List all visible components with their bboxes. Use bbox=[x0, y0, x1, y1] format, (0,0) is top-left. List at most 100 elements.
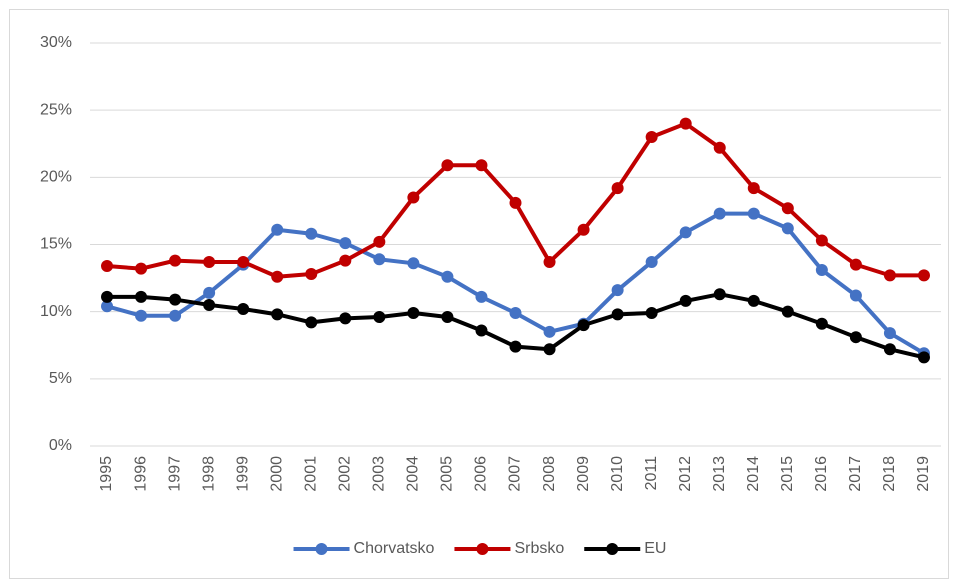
data-point bbox=[849, 258, 862, 271]
data-point bbox=[373, 235, 386, 248]
data-point bbox=[781, 222, 794, 235]
data-point bbox=[849, 331, 862, 344]
x-tick-label: 1996 bbox=[132, 456, 149, 492]
x-tick-label: 2013 bbox=[711, 456, 728, 492]
data-point bbox=[271, 308, 284, 321]
x-tick-label: 2018 bbox=[881, 456, 898, 492]
x-tick-label: 1999 bbox=[234, 456, 251, 492]
y-tick-label: 30% bbox=[40, 34, 72, 51]
data-point bbox=[339, 312, 352, 325]
y-tick-label: 15% bbox=[40, 236, 72, 253]
data-point bbox=[373, 253, 386, 266]
data-point bbox=[101, 290, 114, 303]
legend-label: Srbsko bbox=[514, 540, 564, 557]
data-point bbox=[509, 340, 522, 353]
data-point bbox=[747, 294, 760, 307]
data-point bbox=[645, 131, 658, 144]
data-point bbox=[679, 117, 692, 130]
data-point bbox=[747, 207, 760, 220]
legend-marker bbox=[476, 543, 489, 555]
data-point bbox=[713, 207, 726, 220]
x-tick-label: 2014 bbox=[745, 456, 762, 492]
x-tick-label: 2004 bbox=[405, 456, 422, 492]
data-point bbox=[203, 298, 216, 311]
data-point bbox=[441, 270, 454, 283]
legend-item: Srbsko bbox=[454, 540, 564, 557]
x-tick-label: 2017 bbox=[847, 456, 864, 492]
legend-label: Chorvatsko bbox=[354, 540, 435, 557]
data-point bbox=[271, 223, 284, 236]
data-point bbox=[441, 159, 454, 172]
x-tick-label: 1997 bbox=[166, 456, 183, 492]
legend-marker bbox=[315, 543, 328, 555]
data-point bbox=[883, 327, 896, 340]
x-tick-label: 2012 bbox=[677, 456, 694, 492]
x-tick-label: 2003 bbox=[371, 456, 388, 492]
x-tick-label: 2005 bbox=[439, 456, 456, 492]
y-tick-label: 20% bbox=[40, 169, 72, 186]
data-point bbox=[475, 324, 488, 337]
data-point bbox=[917, 351, 930, 364]
data-point bbox=[611, 308, 624, 321]
data-point bbox=[543, 343, 556, 356]
x-tick-label: 2019 bbox=[915, 456, 932, 492]
x-tick-label: 2000 bbox=[268, 456, 285, 492]
data-point bbox=[475, 159, 488, 172]
data-point bbox=[781, 202, 794, 215]
data-point bbox=[883, 343, 896, 356]
x-tick-label: 2008 bbox=[541, 456, 558, 492]
data-point bbox=[101, 259, 114, 272]
data-point bbox=[509, 307, 522, 320]
data-point bbox=[339, 237, 352, 250]
data-point bbox=[781, 305, 794, 318]
data-point bbox=[101, 300, 114, 313]
data-point bbox=[611, 284, 624, 297]
data-point bbox=[305, 316, 318, 329]
data-point bbox=[339, 254, 352, 267]
x-tick-label: 2001 bbox=[302, 456, 319, 492]
x-tick-label: 1998 bbox=[200, 456, 217, 492]
x-tick-label: 2002 bbox=[337, 456, 354, 492]
data-point bbox=[917, 269, 930, 282]
data-point bbox=[135, 309, 148, 322]
y-tick-label: 25% bbox=[40, 101, 72, 118]
data-point bbox=[543, 325, 556, 338]
data-point bbox=[135, 262, 148, 275]
data-point bbox=[611, 182, 624, 195]
x-tick-label: 2016 bbox=[813, 456, 830, 492]
data-point bbox=[373, 311, 386, 324]
data-point bbox=[543, 255, 556, 268]
data-point bbox=[747, 182, 760, 195]
data-point bbox=[203, 255, 216, 268]
y-tick-label: 5% bbox=[49, 370, 72, 387]
legend-marker bbox=[606, 543, 619, 555]
data-point bbox=[169, 309, 182, 322]
legend-item: Chorvatsko bbox=[293, 540, 435, 557]
data-point bbox=[407, 307, 420, 320]
data-point bbox=[407, 257, 420, 270]
data-point bbox=[509, 196, 522, 209]
data-point bbox=[679, 294, 692, 307]
x-tick-label: 2006 bbox=[473, 456, 490, 492]
data-point bbox=[203, 286, 216, 299]
data-point bbox=[169, 254, 182, 267]
x-tick-label: 1995 bbox=[98, 456, 115, 492]
data-point bbox=[815, 264, 828, 277]
y-tick-label: 10% bbox=[40, 303, 72, 320]
data-point bbox=[577, 223, 590, 236]
y-tick-label: 0% bbox=[49, 437, 72, 454]
x-tick-label: 2011 bbox=[643, 456, 660, 491]
data-point bbox=[237, 302, 250, 315]
data-point bbox=[577, 319, 590, 332]
data-point bbox=[305, 268, 318, 281]
x-tick-label: 2010 bbox=[609, 456, 626, 492]
data-point bbox=[713, 141, 726, 154]
data-point bbox=[407, 191, 420, 204]
data-point bbox=[271, 270, 284, 283]
data-point bbox=[849, 289, 862, 302]
data-point bbox=[475, 290, 488, 303]
data-point bbox=[135, 290, 148, 303]
data-point bbox=[645, 307, 658, 320]
x-tick-label: 2007 bbox=[507, 456, 524, 492]
